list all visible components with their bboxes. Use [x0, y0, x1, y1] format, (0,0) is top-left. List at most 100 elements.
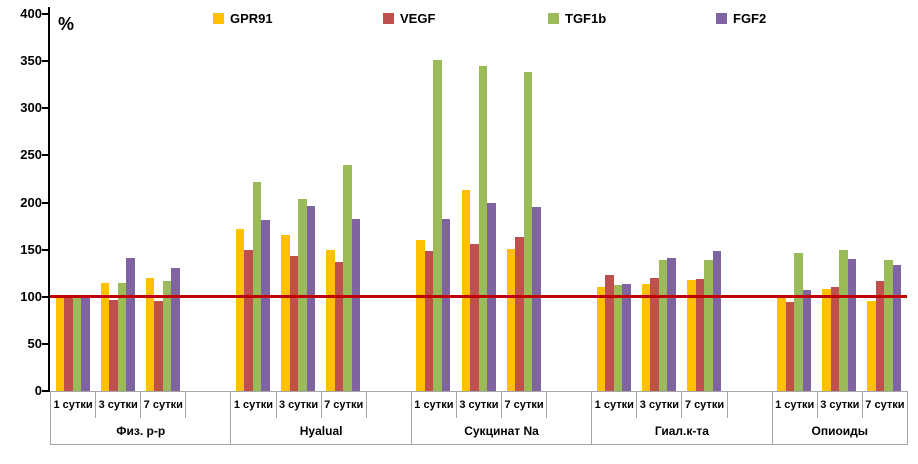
bar-GPR91 — [822, 289, 831, 391]
legend-label-VEGF: VEGF — [400, 11, 436, 26]
x-tick-label: 3 сутки — [457, 392, 503, 418]
x-axis-group: 1 сутки 3 сутки 7 сутки Hyalual — [231, 392, 412, 444]
bar-TGF1b — [794, 253, 803, 391]
bar-TGF1b — [478, 65, 487, 391]
bar-FGF2 — [351, 219, 361, 391]
x-tick-label: 1 сутки — [412, 392, 457, 418]
x-tick-label: 7 сутки — [322, 392, 367, 418]
y-axis-tick-label: 100 — [20, 288, 42, 304]
y-tick-mark — [42, 107, 48, 110]
bar-VEGF — [334, 261, 344, 391]
bar-FGF2 — [126, 258, 135, 391]
y-tick-mark — [42, 342, 48, 345]
legend-item-FGF2: FGF2 — [716, 11, 766, 26]
x-axis-group: 1 сутки 3 сутки 7 сутки Физ. р-р — [51, 392, 232, 444]
bar-VEGF — [785, 302, 795, 391]
y-tick-mark — [42, 295, 48, 298]
bar-VEGF — [875, 280, 885, 391]
x-spacer-cell — [728, 392, 772, 418]
bar-VEGF — [515, 237, 524, 391]
bar-VEGF — [830, 287, 840, 391]
x-tick-label: 1 сутки — [231, 392, 277, 418]
bar-GPR91 — [55, 296, 65, 391]
x-tick-label: 1 сутки — [592, 392, 638, 418]
bar-TGF1b — [884, 260, 893, 391]
legend-item-TGF1b: TGF1b — [548, 11, 606, 26]
legend-swatch-TGF1b — [548, 13, 559, 24]
bar-FGF2 — [847, 259, 857, 391]
bar-VEGF — [605, 275, 614, 391]
legend-label-FGF2: FGF2 — [733, 11, 767, 26]
bar-GPR91 — [145, 277, 155, 391]
bar-GPR91 — [596, 287, 606, 391]
bar-GPR91 — [687, 279, 696, 391]
y-axis-tick-label: 300 — [20, 100, 42, 116]
bar-VEGF — [289, 256, 299, 391]
bar-FGF2 — [622, 283, 631, 391]
bar-TGF1b — [658, 260, 668, 391]
plot-area: 400 350 300 250 200 150 100 50 0 — [20, 6, 907, 398]
bar-GPR91 — [867, 301, 876, 391]
legend-swatch-VEGF — [383, 13, 394, 24]
x-axis-time-row: 1 сутки 3 сутки 7 сутки — [592, 392, 771, 418]
bar-TGF1b — [523, 72, 533, 391]
y-tick-mark — [42, 390, 48, 392]
bar-VEGF — [64, 296, 73, 391]
x-group-label: Опиоиды — [811, 424, 869, 438]
bar-GPR91 — [777, 295, 786, 391]
y-axis-tick-label: 200 — [20, 194, 42, 210]
x-group-label: Гиал.к-та — [654, 424, 709, 438]
legend: GPR91 VEGF TGF1b FGF2 — [0, 0, 918, 34]
x-tick-label: 7 сутки — [682, 392, 728, 418]
x-axis-time-row: 1 сутки 3 сутки 7 сутки — [412, 392, 591, 418]
x-spacer-cell — [367, 392, 411, 418]
bar-VEGF — [244, 249, 253, 391]
x-spacer-cell — [186, 392, 230, 418]
y-tick-mark — [42, 154, 48, 157]
legend-item-GPR91: GPR91 — [213, 11, 273, 26]
bar-GPR91 — [461, 190, 470, 391]
bar-VEGF — [650, 277, 659, 391]
bar-GPR91 — [326, 249, 335, 391]
bar-VEGF — [154, 300, 163, 391]
y-axis-tick-label: 50 — [27, 335, 42, 351]
bar-TGF1b — [839, 249, 848, 391]
y-axis-tick-label: 150 — [20, 241, 42, 257]
x-group-label: Hyalual — [299, 424, 343, 438]
bar-GPR91 — [100, 282, 110, 391]
bar-FGF2 — [892, 264, 902, 391]
x-tick-label: 3 сутки — [818, 392, 863, 418]
x-tick-label: 3 сутки — [637, 392, 683, 418]
bar-TGF1b — [117, 282, 127, 391]
bar-TGF1b — [433, 60, 442, 391]
bar-VEGF — [424, 250, 434, 391]
x-axis-time-row: 1 сутки 3 сутки 7 сутки — [773, 392, 907, 418]
x-group-label: Сукцинат Na — [464, 424, 539, 438]
bar-GPR91 — [416, 240, 425, 391]
y-tick-mark — [42, 13, 48, 15]
bar-TGF1b — [72, 296, 82, 391]
x-axis-time-row: 1 сутки 3 сутки 7 сутки — [231, 392, 410, 418]
x-tick-label: 1 сутки — [773, 392, 818, 418]
y-axis-tick-label: 350 — [20, 53, 42, 69]
bar-FGF2 — [171, 268, 180, 391]
bar-FGF2 — [667, 258, 676, 391]
y-axis-line — [48, 7, 50, 392]
x-axis-group: 1 сутки 3 сутки 7 сутки Гиал.к-та — [592, 392, 773, 444]
bar-FGF2 — [261, 220, 270, 391]
x-axis-group: 1 сутки 3 сутки 7 сутки Сукцинат Na — [412, 392, 593, 444]
x-tick-label: 3 сутки — [96, 392, 142, 418]
bar-FGF2 — [306, 206, 316, 391]
bar-TGF1b — [252, 181, 262, 391]
legend-item-VEGF: VEGF — [383, 11, 435, 26]
y-axis-unit-label: % — [58, 14, 75, 34]
reference-line-100 — [50, 295, 907, 299]
y-tick-mark — [42, 60, 48, 63]
bar-FGF2 — [802, 290, 812, 391]
bar-TGF1b — [613, 285, 623, 391]
bar-GPR91 — [235, 228, 245, 391]
legend-label-GPR91: GPR91 — [230, 11, 273, 26]
legend-label-TGF1b: TGF1b — [565, 11, 607, 26]
bar-GPR91 — [641, 283, 651, 391]
x-axis-time-row: 1 сутки 3 сутки 7 сутки — [51, 392, 230, 418]
